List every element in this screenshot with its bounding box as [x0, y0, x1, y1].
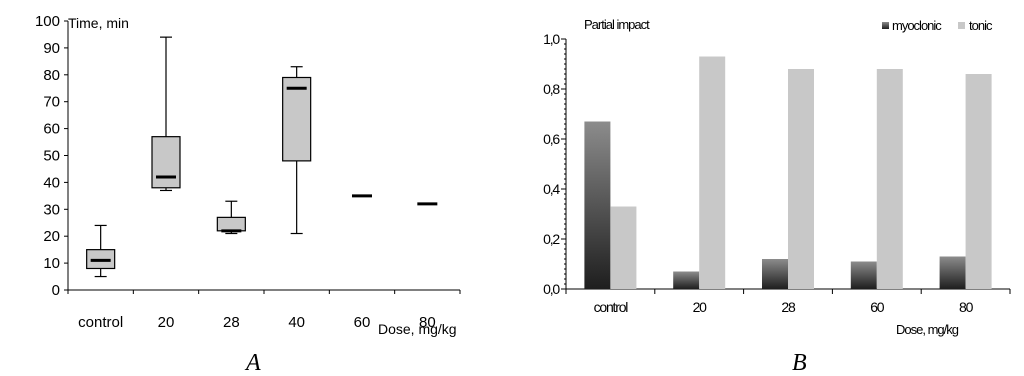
legend-label-myoclonic: myoclonic: [892, 18, 942, 33]
y-tick-label-b: 0,4: [543, 181, 560, 197]
box-iqr: [282, 76, 312, 162]
y-tick-label-a: 50: [43, 148, 60, 165]
chart-a-xlabel: Dose, mg/kg: [378, 321, 457, 337]
y-tick-label-b: 1,0: [543, 31, 560, 47]
box-plot-panel-a: Time, min Dose, mg/kg A 0 10 20 30 40 50 60 70 8…: [35, 13, 461, 376]
y-tick-label-a: 30: [43, 201, 60, 218]
y-tick-label-b: 0,0: [543, 281, 560, 297]
y-tick-label-a: 10: [43, 255, 60, 272]
chart-a-title: Time, min: [68, 15, 129, 31]
y-tick-label-b: 0,6: [543, 131, 560, 147]
bar-tonic: [610, 206, 637, 289]
bar-tonic: [699, 56, 726, 289]
bar-myoclonic: [939, 256, 966, 289]
bar-myoclonic: [673, 271, 700, 289]
bar-tonic: [788, 69, 814, 289]
x-tick-label-b: 60: [870, 299, 885, 315]
legend-swatch-tonic: [958, 22, 965, 29]
x-tick-label-a: 60: [354, 314, 371, 331]
bar-myoclonic: [850, 261, 877, 289]
y-tick-label-b: 0,2: [543, 231, 560, 247]
y-tick-label-b: 0,8: [543, 81, 560, 97]
x-tick-label-a: 28: [223, 314, 240, 331]
x-tick-label-a: 20: [158, 314, 175, 331]
y-tick-label-a: 80: [43, 67, 60, 84]
box-iqr: [216, 216, 246, 232]
panel-label-b: B: [792, 350, 807, 376]
x-tick-label-b: 20: [693, 299, 708, 315]
y-tick-label-a: 20: [43, 228, 60, 245]
bar-myoclonic: [584, 121, 611, 289]
y-tick-label-a: 70: [43, 94, 60, 111]
x-tick-label-a: control: [78, 314, 123, 331]
chart-b-xlabel: Dose, mg/kg: [896, 322, 959, 337]
panel-label-a: A: [244, 350, 261, 376]
bar-tonic: [965, 74, 992, 289]
y-tick-label-a: 40: [43, 174, 60, 191]
box-iqr: [151, 136, 181, 189]
x-tick-label-b: 28: [781, 299, 796, 315]
legend-swatch-myoclonic: [882, 22, 889, 29]
bar-myoclonic: [762, 259, 788, 289]
bar-tonic: [876, 69, 903, 289]
y-tick-label-a: 60: [43, 121, 60, 138]
chart-b-title: Partial impact: [584, 17, 650, 32]
y-tick-label-a: 100: [35, 13, 60, 30]
x-tick-label-b: control: [594, 299, 629, 315]
legend-label-tonic: tonic: [969, 18, 993, 33]
x-tick-label-a: 80: [419, 314, 436, 331]
y-tick-label-a: 90: [43, 40, 60, 57]
x-tick-label-b: 80: [959, 299, 974, 315]
bar-chart-panel-b: Partial impact myoclonic tonic Dose, mg/…: [543, 17, 1011, 376]
x-tick-label-a: 40: [288, 314, 305, 331]
y-tick-label-a: 0: [52, 282, 60, 299]
